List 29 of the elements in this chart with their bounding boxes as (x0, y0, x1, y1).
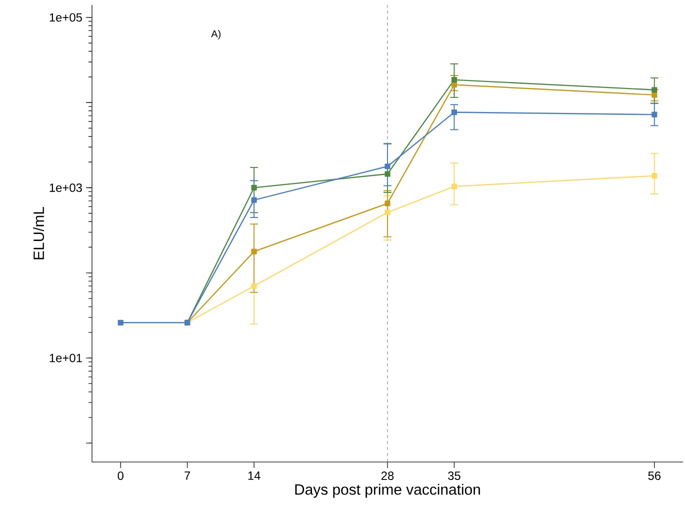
y-axis-title: ELU/mL (33, 207, 44, 260)
point (652, 173, 658, 179)
point (251, 184, 257, 190)
point (384, 200, 390, 206)
y-tick-label: 1e+03 (50, 183, 82, 192)
y-tick-label: 1e+05 (50, 13, 82, 22)
x-tick-label: 7 (184, 472, 190, 480)
point (652, 112, 658, 118)
point (118, 320, 124, 326)
x-tick-label: 28 (381, 472, 394, 480)
x-tick-label: 56 (648, 472, 661, 480)
point (652, 87, 658, 93)
x-tick-label: 35 (448, 472, 460, 480)
x-tick-label: 0 (118, 472, 124, 480)
annotation: A) (211, 30, 220, 40)
point (451, 109, 458, 116)
point (384, 171, 390, 177)
point (384, 210, 390, 216)
point (652, 92, 658, 98)
point (384, 164, 390, 170)
point (451, 184, 458, 190)
point (251, 248, 257, 254)
point (251, 197, 257, 203)
point (451, 82, 458, 88)
x-axis-title: Days post prime vaccination (295, 484, 480, 498)
point (251, 283, 257, 289)
x-tick-label: 14 (248, 472, 260, 480)
y-tick-label: 1e+01 (50, 354, 82, 362)
point (451, 77, 458, 83)
